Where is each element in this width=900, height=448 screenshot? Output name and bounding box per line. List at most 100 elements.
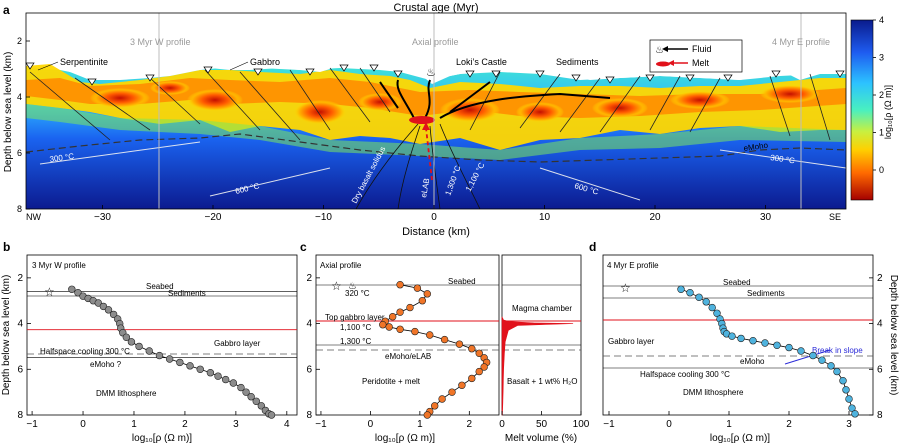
label-elab: eLAB xyxy=(419,178,431,199)
y-tick-label: 6 xyxy=(306,364,312,375)
station-marker xyxy=(25,62,35,70)
x-tick-label: 2 xyxy=(182,419,188,430)
isotherms xyxy=(39,141,846,201)
vent-icon: ♨ xyxy=(348,281,357,292)
station-marker xyxy=(369,64,379,72)
x-tick-label: −30 xyxy=(94,212,111,223)
x-tick-label: −1 xyxy=(603,419,615,430)
station-marker xyxy=(571,74,581,82)
data-point xyxy=(695,293,703,301)
panel-d-y-ticks: 2 4 6 8 xyxy=(869,273,883,421)
panel-d-points xyxy=(677,285,859,418)
data-point xyxy=(455,340,464,348)
data-point xyxy=(785,343,793,352)
data-point xyxy=(773,341,781,349)
panel-b-gabbro-layer: Gabbro layer xyxy=(214,339,261,348)
fluid-paths xyxy=(379,79,611,121)
panel-b-halfspace: Halfspace cooling 300 °C xyxy=(40,347,130,356)
y-tick-label: 2 xyxy=(17,36,22,46)
colorbar-label: log₁₀[ρ (Ω m)] xyxy=(883,85,893,139)
melt-x-ticks: 0 50 100 xyxy=(499,411,590,430)
data-point xyxy=(468,374,476,383)
panel-a-nw: NW xyxy=(26,212,41,222)
data-point xyxy=(396,281,404,289)
panel-d-gabbro-layer: Gabbro layer xyxy=(608,337,655,346)
panel-d-ylabel: Depth below sea level (km) xyxy=(888,275,899,396)
panel-c-xlabel: log₁₀[ρ (Ω m)] xyxy=(375,433,435,444)
panel-c-320: 320 °C xyxy=(345,289,370,298)
panel-b-profile: 3 Myr W profile xyxy=(32,261,86,270)
panel-b-dmm: DMM lithosphere xyxy=(96,389,157,398)
panel-a-frame xyxy=(25,12,847,210)
x-tick-label: 2 xyxy=(467,419,473,430)
data-point xyxy=(252,397,260,405)
legend-fluid: Fluid xyxy=(692,44,712,54)
colorbar-tick-label: 3 xyxy=(879,53,884,63)
station-marker xyxy=(465,70,475,78)
data-point xyxy=(458,381,466,389)
y-tick-label: 8 xyxy=(17,410,23,421)
data-point xyxy=(737,334,745,343)
data-point xyxy=(818,356,826,364)
label-gabbro: Gabbro xyxy=(250,57,280,67)
y-tick-label: 4 xyxy=(17,92,22,102)
conductor xyxy=(760,85,820,103)
panel-a-top-axis-title: Crustal age (Myr) xyxy=(394,2,479,14)
panel-c-seabed: Seabed xyxy=(448,277,476,286)
x-tick-label: −10 xyxy=(315,212,332,223)
data-point xyxy=(761,339,769,347)
data-point xyxy=(257,402,266,410)
station-marker xyxy=(771,70,781,78)
x-tick-label: 0 xyxy=(666,419,672,430)
melt-icon xyxy=(656,61,670,67)
data-point xyxy=(206,369,215,377)
x-tick-label: 0 xyxy=(431,212,437,223)
data-point xyxy=(74,289,82,297)
x-tick-label: 0 xyxy=(80,419,86,430)
data-point xyxy=(845,395,853,403)
panel-c-x-ticks: −1 0 1 2 xyxy=(315,411,473,430)
station-marker xyxy=(203,66,213,74)
y-tick-label: 4 xyxy=(306,319,312,330)
conductor xyxy=(358,93,402,111)
star-icon: ☆ xyxy=(620,281,631,295)
panel-d-x-ticks: −1 0 1 2 3 xyxy=(603,411,852,430)
label-serpentinite: Serpentinite xyxy=(60,57,108,67)
panel-d-profile: 4 Myr E profile xyxy=(607,261,659,270)
panel-b-x-ticks: −1 0 1 2 3 4 xyxy=(26,411,290,430)
x-tick-label: 20 xyxy=(649,212,661,223)
data-point xyxy=(247,393,255,401)
conductor xyxy=(670,91,730,109)
data-point xyxy=(423,411,431,419)
data-point xyxy=(99,302,108,311)
colorbar-tick-label: 0 xyxy=(879,165,884,175)
station-marker xyxy=(305,68,315,76)
crust-green-band xyxy=(26,104,846,160)
hydrothermal-vent-icon: ♨ xyxy=(426,67,436,79)
data-point xyxy=(438,395,446,403)
x-tick-label: 50 xyxy=(536,419,548,430)
panel-a-letter: a xyxy=(3,3,10,17)
x-tick-label: 30 xyxy=(760,212,772,223)
panel-a-y-ticks: 2 4 6 8 xyxy=(17,36,30,214)
x-tick-label: 1 xyxy=(131,419,137,430)
data-point xyxy=(842,386,850,394)
fluid-icon: ♨ xyxy=(655,45,664,56)
melt-arrow xyxy=(425,127,433,181)
data-point xyxy=(186,362,194,370)
data-point xyxy=(127,338,136,346)
colorbar-tick-label: 2 xyxy=(879,90,884,100)
data-point xyxy=(702,298,710,306)
panel-c-profile: Axial profile xyxy=(320,261,362,270)
x-tick-label: 1 xyxy=(726,419,732,430)
data-point xyxy=(145,347,153,355)
panel-b-emoho: eMoho ? xyxy=(90,360,122,369)
data-point xyxy=(423,290,431,298)
data-point xyxy=(242,388,250,396)
panel-d: d 4 Myr E profile Seabed Sediments Gabbr… xyxy=(589,240,899,444)
data-point xyxy=(797,347,805,355)
data-point xyxy=(385,323,393,331)
panel-a-se: SE xyxy=(829,212,841,222)
data-point xyxy=(379,321,387,329)
